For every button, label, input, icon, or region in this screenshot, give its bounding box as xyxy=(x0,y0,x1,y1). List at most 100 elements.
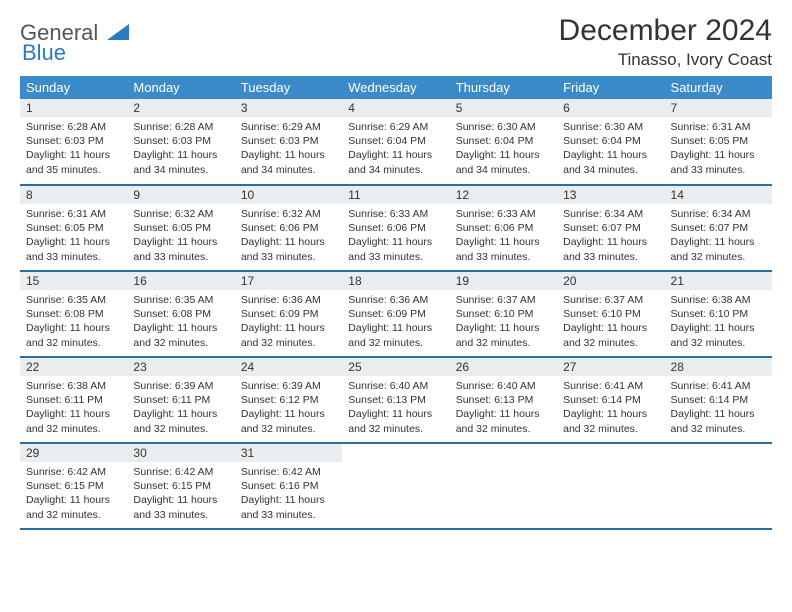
day-number: 9 xyxy=(127,186,234,204)
calendar-day-cell xyxy=(450,443,557,529)
day-details: Sunrise: 6:34 AMSunset: 6:07 PMDaylight:… xyxy=(665,204,772,268)
calendar-week-row: 22Sunrise: 6:38 AMSunset: 6:11 PMDayligh… xyxy=(20,357,772,443)
day-details: Sunrise: 6:39 AMSunset: 6:11 PMDaylight:… xyxy=(127,376,234,440)
calendar-day-cell: 26Sunrise: 6:40 AMSunset: 6:13 PMDayligh… xyxy=(450,357,557,443)
day-details: Sunrise: 6:42 AMSunset: 6:15 PMDaylight:… xyxy=(20,462,127,526)
logo-word-2: Blue xyxy=(22,40,66,65)
day-details: Sunrise: 6:34 AMSunset: 6:07 PMDaylight:… xyxy=(557,204,664,268)
day-details: Sunrise: 6:29 AMSunset: 6:03 PMDaylight:… xyxy=(235,117,342,181)
day-number: 1 xyxy=(20,99,127,117)
day-details: Sunrise: 6:35 AMSunset: 6:08 PMDaylight:… xyxy=(127,290,234,354)
day-details: Sunrise: 6:28 AMSunset: 6:03 PMDaylight:… xyxy=(127,117,234,181)
calendar-day-cell: 20Sunrise: 6:37 AMSunset: 6:10 PMDayligh… xyxy=(557,271,664,357)
day-details: Sunrise: 6:41 AMSunset: 6:14 PMDaylight:… xyxy=(557,376,664,440)
calendar-day-cell: 12Sunrise: 6:33 AMSunset: 6:06 PMDayligh… xyxy=(450,185,557,271)
day-details: Sunrise: 6:28 AMSunset: 6:03 PMDaylight:… xyxy=(20,117,127,181)
day-details: Sunrise: 6:33 AMSunset: 6:06 PMDaylight:… xyxy=(450,204,557,268)
day-number: 30 xyxy=(127,444,234,462)
logo-triangle-icon xyxy=(107,27,129,44)
day-number: 29 xyxy=(20,444,127,462)
calendar-day-cell: 9Sunrise: 6:32 AMSunset: 6:05 PMDaylight… xyxy=(127,185,234,271)
day-details: Sunrise: 6:38 AMSunset: 6:10 PMDaylight:… xyxy=(665,290,772,354)
calendar-table: Sunday Monday Tuesday Wednesday Thursday… xyxy=(20,76,772,530)
calendar-week-row: 8Sunrise: 6:31 AMSunset: 6:05 PMDaylight… xyxy=(20,185,772,271)
calendar-day-cell: 29Sunrise: 6:42 AMSunset: 6:15 PMDayligh… xyxy=(20,443,127,529)
day-number: 18 xyxy=(342,272,449,290)
weekday-head: Sunday xyxy=(20,76,127,99)
calendar-day-cell: 8Sunrise: 6:31 AMSunset: 6:05 PMDaylight… xyxy=(20,185,127,271)
day-details: Sunrise: 6:31 AMSunset: 6:05 PMDaylight:… xyxy=(665,117,772,181)
day-number: 21 xyxy=(665,272,772,290)
day-number: 5 xyxy=(450,99,557,117)
day-number: 22 xyxy=(20,358,127,376)
day-details: Sunrise: 6:41 AMSunset: 6:14 PMDaylight:… xyxy=(665,376,772,440)
day-details: Sunrise: 6:30 AMSunset: 6:04 PMDaylight:… xyxy=(450,117,557,181)
calendar-day-cell xyxy=(665,443,772,529)
calendar-day-cell: 30Sunrise: 6:42 AMSunset: 6:15 PMDayligh… xyxy=(127,443,234,529)
weekday-head: Saturday xyxy=(665,76,772,99)
calendar-day-cell: 27Sunrise: 6:41 AMSunset: 6:14 PMDayligh… xyxy=(557,357,664,443)
day-details: Sunrise: 6:42 AMSunset: 6:15 PMDaylight:… xyxy=(127,462,234,526)
day-number: 26 xyxy=(450,358,557,376)
day-details: Sunrise: 6:29 AMSunset: 6:04 PMDaylight:… xyxy=(342,117,449,181)
day-number: 4 xyxy=(342,99,449,117)
day-details: Sunrise: 6:39 AMSunset: 6:12 PMDaylight:… xyxy=(235,376,342,440)
day-details: Sunrise: 6:40 AMSunset: 6:13 PMDaylight:… xyxy=(342,376,449,440)
title-block: December 2024 Tinasso, Ivory Coast xyxy=(559,14,772,70)
calendar-day-cell: 14Sunrise: 6:34 AMSunset: 6:07 PMDayligh… xyxy=(665,185,772,271)
day-number: 6 xyxy=(557,99,664,117)
location-label: Tinasso, Ivory Coast xyxy=(559,50,772,70)
day-number: 7 xyxy=(665,99,772,117)
calendar-day-cell: 24Sunrise: 6:39 AMSunset: 6:12 PMDayligh… xyxy=(235,357,342,443)
weekday-head: Tuesday xyxy=(235,76,342,99)
calendar-day-cell: 6Sunrise: 6:30 AMSunset: 6:04 PMDaylight… xyxy=(557,99,664,185)
day-number: 24 xyxy=(235,358,342,376)
day-number: 17 xyxy=(235,272,342,290)
day-details: Sunrise: 6:31 AMSunset: 6:05 PMDaylight:… xyxy=(20,204,127,268)
day-details: Sunrise: 6:36 AMSunset: 6:09 PMDaylight:… xyxy=(235,290,342,354)
calendar-day-cell: 19Sunrise: 6:37 AMSunset: 6:10 PMDayligh… xyxy=(450,271,557,357)
day-details: Sunrise: 6:40 AMSunset: 6:13 PMDaylight:… xyxy=(450,376,557,440)
day-details: Sunrise: 6:32 AMSunset: 6:05 PMDaylight:… xyxy=(127,204,234,268)
calendar-day-cell xyxy=(557,443,664,529)
weekday-head: Thursday xyxy=(450,76,557,99)
calendar-day-cell: 11Sunrise: 6:33 AMSunset: 6:06 PMDayligh… xyxy=(342,185,449,271)
day-number: 11 xyxy=(342,186,449,204)
calendar-week-row: 1Sunrise: 6:28 AMSunset: 6:03 PMDaylight… xyxy=(20,99,772,185)
day-details: Sunrise: 6:37 AMSunset: 6:10 PMDaylight:… xyxy=(450,290,557,354)
calendar-day-cell: 25Sunrise: 6:40 AMSunset: 6:13 PMDayligh… xyxy=(342,357,449,443)
day-number: 19 xyxy=(450,272,557,290)
day-number: 3 xyxy=(235,99,342,117)
calendar-week-row: 15Sunrise: 6:35 AMSunset: 6:08 PMDayligh… xyxy=(20,271,772,357)
calendar-day-cell xyxy=(342,443,449,529)
calendar-week-row: 29Sunrise: 6:42 AMSunset: 6:15 PMDayligh… xyxy=(20,443,772,529)
page-title: December 2024 xyxy=(559,14,772,48)
day-details: Sunrise: 6:37 AMSunset: 6:10 PMDaylight:… xyxy=(557,290,664,354)
day-details: Sunrise: 6:35 AMSunset: 6:08 PMDaylight:… xyxy=(20,290,127,354)
calendar-day-cell: 2Sunrise: 6:28 AMSunset: 6:03 PMDaylight… xyxy=(127,99,234,185)
calendar-body: 1Sunrise: 6:28 AMSunset: 6:03 PMDaylight… xyxy=(20,99,772,529)
day-number: 31 xyxy=(235,444,342,462)
calendar-day-cell: 5Sunrise: 6:30 AMSunset: 6:04 PMDaylight… xyxy=(450,99,557,185)
weekday-head: Monday xyxy=(127,76,234,99)
calendar-day-cell: 7Sunrise: 6:31 AMSunset: 6:05 PMDaylight… xyxy=(665,99,772,185)
day-details: Sunrise: 6:33 AMSunset: 6:06 PMDaylight:… xyxy=(342,204,449,268)
calendar-day-cell: 23Sunrise: 6:39 AMSunset: 6:11 PMDayligh… xyxy=(127,357,234,443)
day-number: 27 xyxy=(557,358,664,376)
calendar-day-cell: 15Sunrise: 6:35 AMSunset: 6:08 PMDayligh… xyxy=(20,271,127,357)
day-details: Sunrise: 6:38 AMSunset: 6:11 PMDaylight:… xyxy=(20,376,127,440)
calendar-day-cell: 3Sunrise: 6:29 AMSunset: 6:03 PMDaylight… xyxy=(235,99,342,185)
calendar-day-cell: 28Sunrise: 6:41 AMSunset: 6:14 PMDayligh… xyxy=(665,357,772,443)
day-number: 16 xyxy=(127,272,234,290)
header: General Blue December 2024 Tinasso, Ivor… xyxy=(20,14,772,70)
day-details: Sunrise: 6:42 AMSunset: 6:16 PMDaylight:… xyxy=(235,462,342,526)
weekday-header-row: Sunday Monday Tuesday Wednesday Thursday… xyxy=(20,76,772,99)
day-number: 8 xyxy=(20,186,127,204)
day-details: Sunrise: 6:32 AMSunset: 6:06 PMDaylight:… xyxy=(235,204,342,268)
day-details: Sunrise: 6:36 AMSunset: 6:09 PMDaylight:… xyxy=(342,290,449,354)
calendar-day-cell: 4Sunrise: 6:29 AMSunset: 6:04 PMDaylight… xyxy=(342,99,449,185)
day-number: 14 xyxy=(665,186,772,204)
day-number: 28 xyxy=(665,358,772,376)
calendar-day-cell: 22Sunrise: 6:38 AMSunset: 6:11 PMDayligh… xyxy=(20,357,127,443)
day-number: 25 xyxy=(342,358,449,376)
